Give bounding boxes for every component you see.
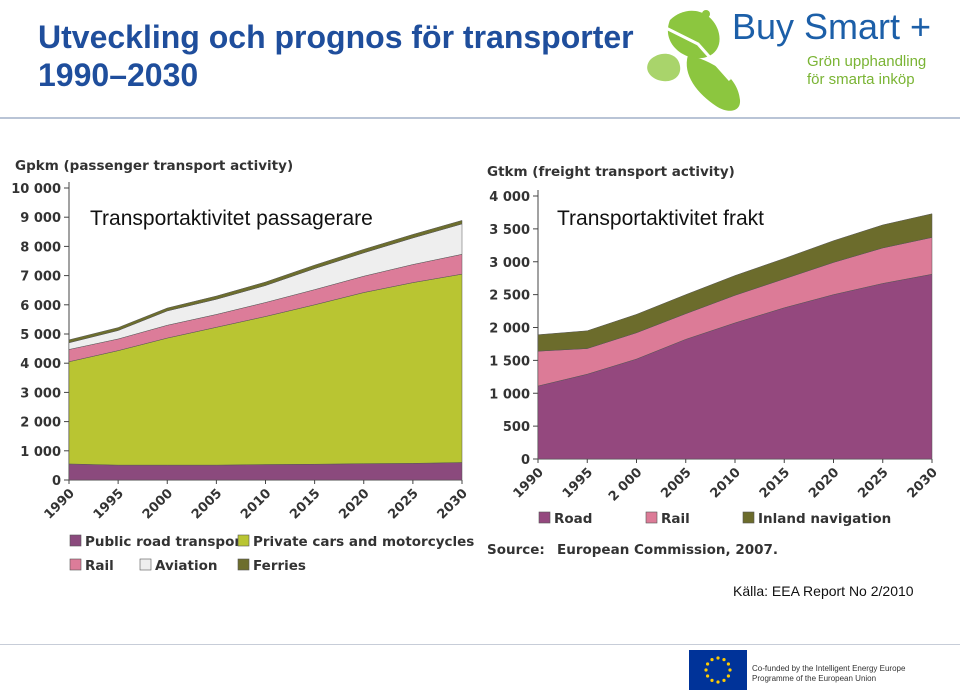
freight-y-tick-label: 2 500 (489, 289, 530, 304)
eu-cofunding-text: Co-funded by the Intelligent Energy Euro… (752, 664, 905, 684)
freight-x-tick-label: 1995 (560, 465, 596, 501)
passenger-y-tick-label: 10 000 (11, 182, 61, 197)
passenger-x-tick-label: 2005 (189, 486, 225, 522)
freight-source-label: Source: (487, 542, 545, 558)
passenger-y-tick-label: 3 000 (20, 386, 61, 401)
freight-x-tick-label: 2010 (708, 465, 744, 501)
passenger-x-tick-label: 2015 (287, 486, 323, 522)
eu-text-line-1: Co-funded by the Intelligent Energy Euro… (752, 664, 906, 673)
page-title-line-2: 1990–2030 (38, 57, 199, 93)
freight-x-tick-label: 2005 (658, 465, 694, 501)
freight-y-tick-label: 3 500 (489, 223, 530, 238)
freight-legend-label: Road (554, 511, 592, 527)
freight-x-tick-label: 2030 (905, 465, 941, 501)
passenger-x-tick-label: 2000 (140, 486, 176, 522)
passenger-legend-swatch (237, 534, 250, 547)
passenger-y-tick-label: 7 000 (20, 270, 61, 285)
freight-x-tick-label: 1990 (511, 465, 547, 501)
freight-legend-label: Rail (661, 511, 690, 527)
freight-y-tick-label: 0 (521, 453, 530, 468)
logo-tagline-line-2: för smarta inköp (807, 71, 915, 88)
freight-x-tick-label: 2 000 (606, 465, 645, 504)
logo-name: Buy Smart + (732, 6, 932, 47)
logo-tagline-line-1: Grön upphandling (807, 53, 927, 70)
buy-smart-logo: Buy Smart + Grön upphandling för smarta … (640, 0, 960, 117)
freight-series-inland-navigation (537, 213, 933, 352)
passenger-legend-label: Rail (85, 558, 114, 574)
passenger-y-tick-label: 6 000 (20, 299, 61, 314)
freight-y-tick-label: 4 000 (489, 190, 530, 205)
freight-y-tick-label: 2 000 (489, 322, 530, 337)
freight-y-tick-label: 3 000 (489, 256, 530, 271)
passenger-chart-overlay-title: Transportaktivitet passagerare (90, 207, 373, 230)
logo-tagline: Grön upphandling för smarta inköp (807, 53, 926, 89)
charts-canvas: Gpkm (passenger transport activity) 0 1 00… (11, 158, 941, 574)
freight-axis-title: Gtkm (freight transport activity) (487, 164, 735, 180)
passenger-legend-label: Aviation (155, 558, 217, 574)
passenger-x-tick-label: 2020 (336, 486, 372, 522)
passenger-legend-label: Public road transport (85, 534, 248, 550)
passenger-series-ferries (68, 220, 463, 344)
freight-x-tick-label: 2020 (806, 465, 842, 501)
passenger-legend-swatch (139, 558, 152, 571)
freight-legend-swatch (742, 511, 755, 524)
footer-divider (0, 644, 960, 645)
freight-x-tick-label: 2025 (855, 465, 891, 501)
passenger-legend-swatch (69, 534, 82, 547)
passenger-y-tick-label: 1 000 (20, 445, 61, 460)
freight-legend-label: Inland navigation (758, 511, 891, 527)
passenger-y-tick-label: 2 000 (20, 416, 61, 431)
freight-y-tick-label: 1 000 (489, 387, 530, 402)
freight-legend-swatch (645, 511, 658, 524)
header-divider (0, 117, 960, 119)
freight-y-tick-label: 1 500 (489, 354, 530, 369)
eu-flag-icon (689, 650, 747, 690)
passenger-y-tick-label: 4 000 (20, 357, 61, 372)
eu-stars-icon (704, 656, 732, 684)
passenger-x-tick-label: 2025 (386, 486, 422, 522)
passenger-x-tick-label: 1995 (91, 486, 127, 522)
eu-text-line-2: Programme of the European Union (752, 674, 877, 683)
freight-legend-swatch (538, 511, 551, 524)
passenger-legend-label: Private cars and motorcycles (253, 534, 474, 550)
passenger-y-tick-label: 5 000 (20, 328, 61, 343)
passenger-x-tick-label: 2010 (238, 486, 274, 522)
page-title: Utveckling och prognos för transporter 1… (38, 18, 634, 94)
passenger-legend-swatch (69, 558, 82, 571)
passenger-legend-swatch (237, 558, 250, 571)
source-note: Källa: EEA Report No 2/2010 (733, 583, 914, 599)
leaf-logo-icon (647, 10, 741, 111)
passenger-y-tick-label: 9 000 (20, 211, 61, 226)
freight-chart-overlay-title: Transportaktivitet frakt (557, 207, 764, 230)
freight-source-text: European Commission, 2007. (557, 542, 778, 558)
passenger-y-tick-label: 8 000 (20, 240, 61, 255)
passenger-x-tick-label: 1990 (42, 486, 78, 522)
passenger-axis-title: Gpkm (passenger transport activity) (15, 158, 293, 174)
freight-y-tick-label: 500 (503, 420, 530, 435)
passenger-y-tick-label: 0 (52, 474, 61, 489)
passenger-legend-label: Ferries (253, 558, 306, 574)
freight-x-tick-label: 2015 (757, 465, 793, 501)
passenger-x-tick-label: 2030 (435, 486, 471, 522)
page-title-line-1: Utveckling och prognos för transporter (38, 19, 634, 55)
